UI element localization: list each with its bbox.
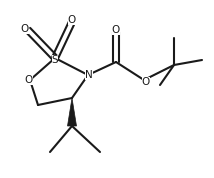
Text: S: S <box>52 55 58 65</box>
Text: N: N <box>85 70 93 80</box>
Text: O: O <box>25 75 33 85</box>
Text: O: O <box>21 24 29 34</box>
Text: O: O <box>112 25 120 35</box>
Text: O: O <box>68 15 76 25</box>
Polygon shape <box>67 98 76 126</box>
Text: O: O <box>142 77 150 87</box>
